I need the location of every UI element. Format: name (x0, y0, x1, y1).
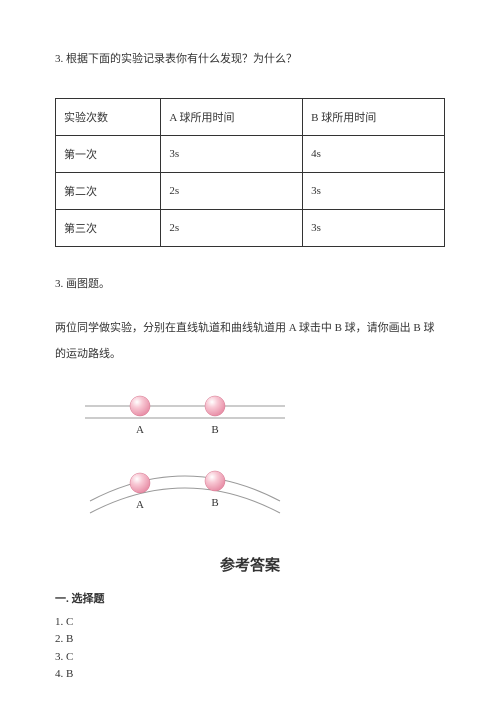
table-header-row: 实验次数 A 球所用时间 B 球所用时间 (56, 98, 445, 135)
answer-item: 4. B (55, 666, 445, 684)
table-cell: 2s (161, 209, 303, 246)
answer-section-header: 一. 选择题 (55, 590, 445, 606)
straight-track-diagram: A B (85, 388, 285, 443)
curved-track-diagram: A B (85, 456, 285, 526)
table-header: B 球所用时间 (303, 98, 445, 135)
table-row: 第一次 3s 4s (56, 135, 445, 172)
table-cell: 4s (303, 135, 445, 172)
description-line2: 的运动路线。 (55, 348, 121, 360)
table-cell: 第二次 (56, 172, 161, 209)
drawing-description: 两位同学做实验，分别在直线轨道和曲线轨道用 A 球击中 B 球，请你画出 B 球… (55, 315, 445, 368)
label-A: A (136, 499, 144, 511)
experiment-table: 实验次数 A 球所用时间 B 球所用时间 第一次 3s 4s 第二次 2s 3s… (55, 98, 445, 247)
table-cell: 3s (303, 172, 445, 209)
table-cell: 第三次 (56, 209, 161, 246)
label-A: A (136, 424, 144, 436)
label-B: B (211, 497, 218, 509)
label-B: B (211, 424, 218, 436)
table-header: 实验次数 (56, 98, 161, 135)
diagram-container: A B A B (85, 388, 445, 529)
table-header: A 球所用时间 (161, 98, 303, 135)
answer-item: 3. C (55, 649, 445, 667)
drawing-section-title: 3. 画图题。 (55, 275, 445, 291)
table-cell: 2s (161, 172, 303, 209)
description-line1: 两位同学做实验，分别在直线轨道和曲线轨道用 A 球击中 B 球，请你画出 B 球 (55, 322, 435, 334)
answer-title: 参考答案 (55, 554, 445, 575)
table-cell: 3s (161, 135, 303, 172)
answer-item: 2. B (55, 631, 445, 649)
answer-item: 1. C (55, 614, 445, 632)
table-cell: 3s (303, 209, 445, 246)
table-cell: 第一次 (56, 135, 161, 172)
question-3-text: 3. 根据下面的实验记录表你有什么发现？为什么？ (55, 50, 445, 70)
table-row: 第二次 2s 3s (56, 172, 445, 209)
table-row: 第三次 2s 3s (56, 209, 445, 246)
